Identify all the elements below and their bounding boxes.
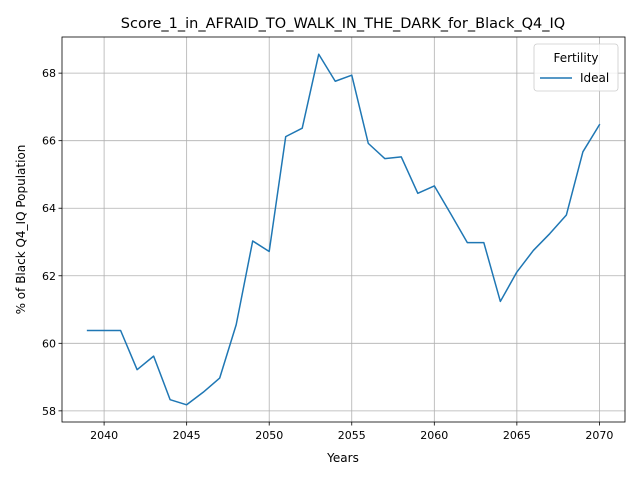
x-tick-label: 2055 (338, 429, 366, 442)
plot-area-frame (61, 36, 626, 423)
legend: Fertility Ideal (533, 43, 619, 92)
y-tick-label: 64 (42, 202, 56, 215)
x-tick-label: 2070 (585, 429, 613, 442)
series-layer (86, 53, 601, 406)
y-tick-label: 66 (42, 135, 56, 148)
y-tick-label: 58 (42, 405, 56, 418)
legend-label-ideal: Ideal (580, 71, 609, 85)
x-tick-label: 2045 (173, 429, 201, 442)
y-tick-label: 60 (42, 337, 56, 350)
chart-title: Score_1_in_AFRAID_TO_WALK_IN_THE_DARK_fo… (121, 16, 565, 32)
x-tick-label: 2060 (420, 429, 448, 442)
x-tick-label: 2065 (503, 429, 531, 442)
series-line-ideal (86, 53, 601, 406)
grid-lines (62, 37, 625, 422)
legend-box (533, 43, 619, 92)
y-axis-label: % of Black Q4_IQ Population (14, 145, 28, 315)
x-tick-label: 2050 (255, 429, 283, 442)
y-tick-label: 62 (42, 270, 56, 283)
legend-title: Fertility (553, 51, 598, 65)
x-tick-label: 2040 (90, 429, 118, 442)
x-axis-label: Years (326, 451, 359, 465)
axis-ticks: 2040 2045 2050 2055 2060 2065 2070 58 60 62 64 66 68 (42, 67, 613, 442)
y-tick-label: 68 (42, 67, 56, 80)
